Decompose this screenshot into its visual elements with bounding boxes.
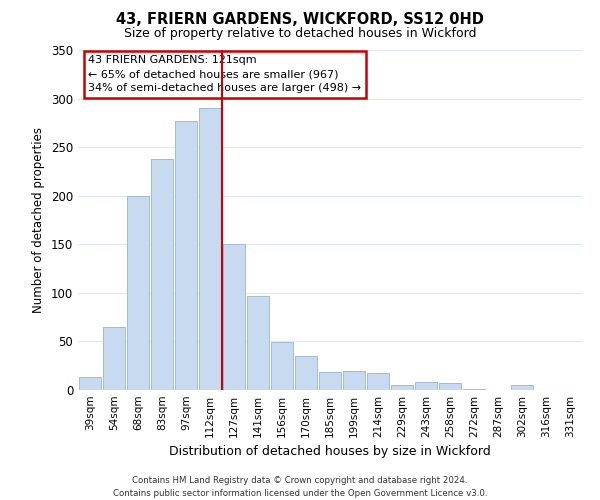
Bar xyxy=(223,244,245,390)
Bar xyxy=(79,378,101,390)
Bar xyxy=(439,383,461,390)
Text: Contains HM Land Registry data © Crown copyright and database right 2024.
Contai: Contains HM Land Registry data © Crown c… xyxy=(113,476,487,498)
Bar xyxy=(511,385,533,390)
Bar xyxy=(127,196,149,390)
X-axis label: Distribution of detached houses by size in Wickford: Distribution of detached houses by size … xyxy=(169,446,491,458)
Bar xyxy=(295,356,317,390)
Bar xyxy=(343,370,365,390)
Text: 43, FRIERN GARDENS, WICKFORD, SS12 0HD: 43, FRIERN GARDENS, WICKFORD, SS12 0HD xyxy=(116,12,484,28)
Bar xyxy=(319,372,341,390)
Bar xyxy=(199,108,221,390)
Bar xyxy=(463,389,485,390)
Bar xyxy=(391,385,413,390)
Y-axis label: Number of detached properties: Number of detached properties xyxy=(32,127,46,313)
Bar xyxy=(367,372,389,390)
Bar xyxy=(103,327,125,390)
Bar xyxy=(247,296,269,390)
Bar xyxy=(175,121,197,390)
Bar xyxy=(415,382,437,390)
Text: 43 FRIERN GARDENS: 121sqm
← 65% of detached houses are smaller (967)
34% of semi: 43 FRIERN GARDENS: 121sqm ← 65% of detac… xyxy=(88,55,361,93)
Bar xyxy=(151,159,173,390)
Bar xyxy=(271,342,293,390)
Text: Size of property relative to detached houses in Wickford: Size of property relative to detached ho… xyxy=(124,28,476,40)
